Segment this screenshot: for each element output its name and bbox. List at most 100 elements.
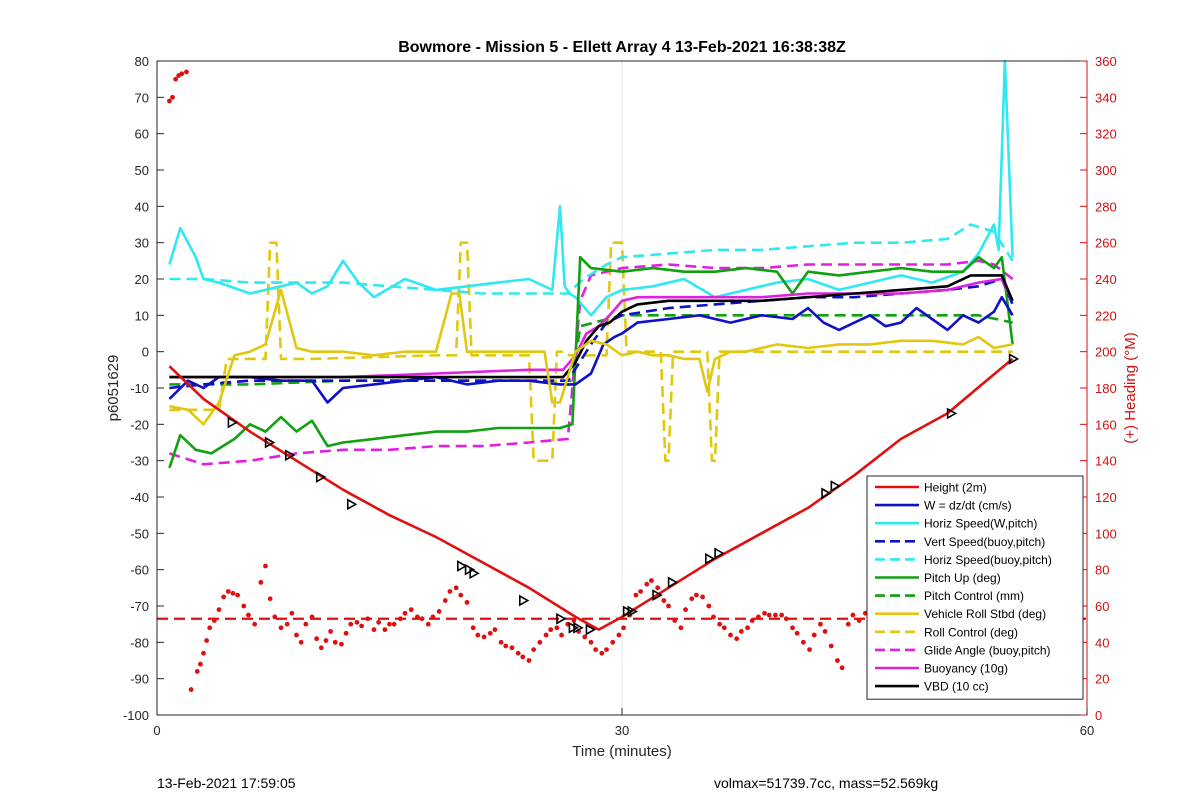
y2-axis-label: (+) Heading (°M)	[1122, 332, 1139, 443]
height-marker	[556, 612, 567, 625]
y2-tick-label: 20	[1095, 672, 1109, 687]
y2-tick-label: 280	[1095, 199, 1117, 214]
chart-title: Bowmore - Mission 5 - Ellett Array 4 13-…	[398, 39, 846, 56]
y2-tick-label: 40	[1095, 635, 1109, 650]
heading-point	[359, 623, 364, 629]
heading-point	[298, 639, 304, 645]
legend-label: VBD (10 cc)	[924, 680, 989, 694]
y2-tick-label: 100	[1095, 526, 1117, 541]
y-tick-label: 10	[135, 308, 149, 323]
heading-point	[498, 639, 504, 645]
legend-label: Horiz Speed(buoy,pitch)	[924, 553, 1052, 567]
heading-point	[371, 627, 377, 633]
legend-label: Vehicle Roll Stbd (deg)	[924, 607, 1046, 621]
heading-point	[284, 621, 290, 627]
series-line-pitch-up-deg	[168, 255, 1014, 469]
series-line-roll-control-deg	[169, 241, 1013, 463]
series-line-w-dz-dt-cm-s	[168, 295, 1014, 404]
heading-point	[548, 627, 554, 633]
y-tick-label: -80	[130, 635, 149, 650]
heading-point	[520, 654, 526, 660]
height-marker	[821, 487, 832, 500]
heading-point	[211, 618, 217, 623]
heading-point	[779, 612, 785, 618]
heading-point	[818, 621, 823, 627]
heading-point	[194, 669, 200, 674]
heading-point	[415, 614, 420, 620]
y2-tick-label: 120	[1095, 490, 1117, 505]
y2-tick-label: 260	[1095, 236, 1117, 251]
y2-tick-label: 140	[1095, 454, 1117, 469]
heading-point	[835, 658, 840, 663]
heading-point	[188, 687, 194, 692]
heading-point	[638, 589, 643, 594]
heading-point	[475, 632, 481, 638]
heading-point	[397, 616, 403, 622]
series-layer	[168, 59, 1014, 631]
heading-point	[246, 612, 251, 618]
height-marker	[946, 407, 958, 420]
heading-point	[318, 645, 324, 651]
height-marker	[714, 547, 725, 560]
heading-point	[531, 647, 537, 652]
heading-point	[332, 639, 338, 645]
heading-point	[588, 639, 594, 645]
heading-point	[773, 612, 778, 618]
heading-point	[294, 632, 299, 638]
y2-tick-label: 320	[1095, 127, 1117, 142]
heading-point	[179, 71, 185, 77]
y-axis-label: p6051629	[105, 355, 122, 422]
heading-point	[822, 629, 828, 634]
y2-tick-label: 360	[1095, 54, 1117, 69]
heading-point	[225, 589, 231, 594]
heading-point	[458, 592, 464, 598]
heading-point	[387, 621, 392, 627]
heading-point	[850, 612, 856, 618]
heading-point	[198, 661, 203, 667]
heading-point	[672, 618, 678, 623]
heading-point	[633, 592, 639, 598]
legend-label: Roll Control (deg)	[924, 625, 1018, 639]
heading-point	[442, 598, 448, 603]
heading-point	[700, 594, 705, 600]
height-marker	[830, 480, 841, 492]
heading-point	[655, 585, 661, 591]
y2-tick-label: 180	[1095, 381, 1117, 396]
heading-point	[678, 625, 684, 631]
heading-point	[235, 592, 241, 598]
height-marker	[456, 560, 468, 572]
heading-point	[278, 625, 284, 631]
y-tick-label: 20	[135, 272, 149, 287]
heading-point	[481, 634, 487, 640]
x-tick-label: 60	[1080, 723, 1094, 738]
heading-point	[339, 641, 344, 647]
heading-point	[845, 621, 851, 627]
legend-label: Vert Speed(buoy,pitch)	[924, 535, 1045, 549]
height-marker	[264, 436, 276, 449]
y2-tick-label: 200	[1095, 345, 1117, 360]
y-tick-label: 70	[135, 90, 149, 105]
heading-point	[593, 647, 599, 652]
height-marker	[469, 567, 480, 580]
heading-point	[267, 596, 273, 602]
heading-point	[221, 594, 227, 600]
x-axis-label: Time (minutes)	[572, 743, 671, 760]
heading-point	[173, 76, 179, 82]
y-tick-label: 80	[135, 54, 149, 69]
heading-point	[794, 630, 800, 636]
heading-point	[582, 634, 588, 640]
y-tick-label: -90	[130, 672, 149, 687]
x-tick-label: 0	[153, 723, 160, 738]
height-marker	[284, 449, 296, 462]
heading-point	[408, 607, 414, 613]
heading-point	[749, 618, 755, 623]
series-line-horiz-speed-w-pitch	[168, 59, 1014, 317]
heading-point	[204, 638, 210, 643]
heading-point	[783, 616, 789, 622]
heading-point	[644, 581, 650, 587]
legend-label: Glide Angle (buoy,pitch)	[924, 643, 1051, 657]
y-tick-label: -50	[130, 526, 149, 541]
y2-tick-label: 80	[1095, 563, 1109, 578]
heading-point	[800, 639, 806, 645]
heading-point	[571, 618, 577, 623]
